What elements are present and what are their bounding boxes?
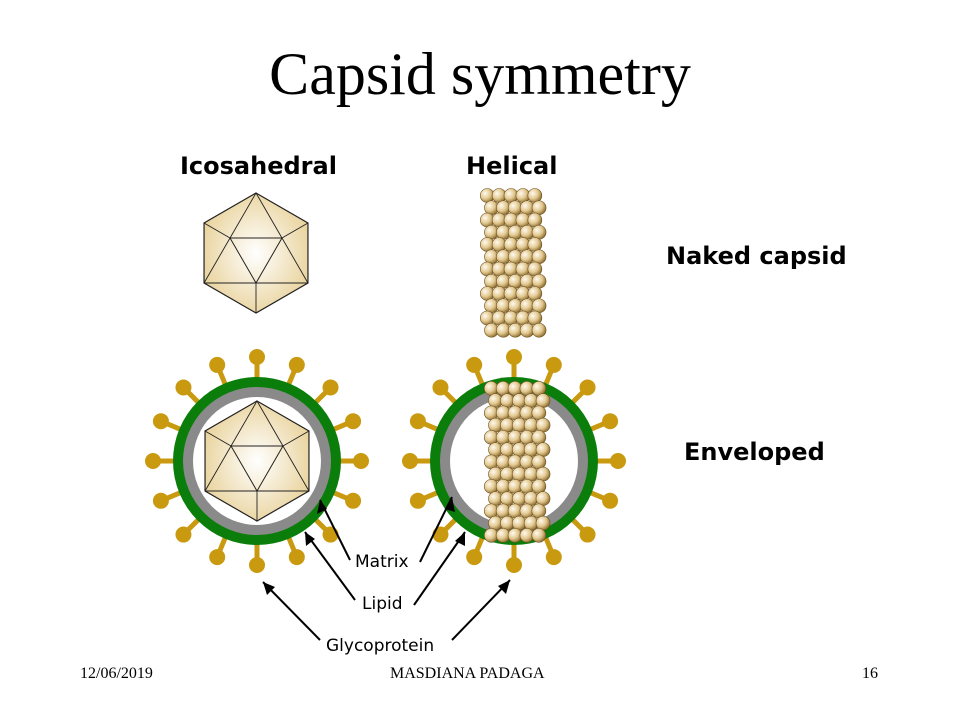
glycoprotein-head (353, 453, 369, 469)
icosahedron-edge (281, 222, 309, 239)
capsomere (531, 454, 547, 470)
icosahedron-edge (230, 400, 258, 447)
capsomere (531, 479, 547, 494)
capsomere (527, 188, 543, 203)
capsomere (531, 381, 547, 396)
naked-helical-capsid (479, 188, 547, 338)
glycoprotein-head (579, 379, 596, 396)
capsomere (535, 515, 551, 531)
capsomere (535, 417, 551, 433)
capsomere (531, 322, 547, 338)
glycoprotein-head (466, 549, 483, 566)
glycoprotein-head (579, 526, 596, 543)
glycoprotein-head (466, 356, 483, 373)
glycoprotein-head (409, 492, 426, 509)
glycoprotein-head (322, 379, 339, 396)
glycoprotein-head (288, 549, 305, 566)
icosahedron-edge (203, 222, 231, 239)
glycoprotein-head (209, 549, 226, 566)
icosahedron-edge (255, 192, 283, 239)
capsomere (527, 212, 543, 228)
enclosed-icosahedral-capsid (204, 400, 310, 522)
icosahedron-edge (203, 237, 231, 284)
callout-matrix: Matrix (355, 552, 409, 572)
slide-title: Capsid symmetry (269, 41, 691, 107)
icosahedron-edge (282, 445, 310, 492)
enclosed-helical-capsid (483, 381, 551, 543)
capsomere (531, 224, 547, 240)
column-label-icosahedral: Icosahedral (180, 152, 337, 180)
glycoprotein-head (345, 413, 362, 430)
glycoprotein-head (175, 526, 192, 543)
glycoprotein-head (602, 413, 619, 430)
capsomere (531, 430, 547, 445)
capsomere (527, 237, 543, 252)
glycoprotein-head (345, 492, 362, 509)
callout-lipid: Lipid (362, 594, 403, 614)
glycoprotein-head (545, 549, 562, 566)
glycoprotein-head (409, 413, 426, 430)
capsomere (527, 286, 543, 301)
capsomere (531, 200, 547, 216)
enveloped-helical-virus (402, 349, 626, 573)
capsomere (535, 466, 551, 482)
icosahedron-edge (256, 400, 284, 447)
capsomere (531, 298, 547, 314)
callout-glycoprotein: Glycoprotein (326, 636, 435, 656)
glycoprotein-head (432, 526, 449, 543)
icosahedron-edge (281, 237, 309, 284)
row-label-enveloped: Enveloped (684, 438, 825, 466)
capsomere (527, 261, 543, 277)
capsomere (531, 405, 547, 421)
glycoprotein-head (402, 453, 418, 469)
capsomere (531, 273, 547, 289)
icosahedron-face (229, 237, 283, 284)
icosahedron-edge (229, 192, 257, 239)
arrow-heads (263, 497, 510, 595)
glycoprotein-head (249, 349, 265, 365)
capsomere (535, 442, 551, 457)
capsomere (531, 249, 547, 265)
glycoprotein-head (288, 356, 305, 373)
glycoprotein-head (152, 492, 169, 509)
glycoprotein-head (175, 379, 192, 396)
glycoprotein-head (545, 356, 562, 373)
icosahedron-edge (282, 430, 310, 447)
glycoprotein-head (506, 349, 522, 365)
capsomere (535, 491, 551, 506)
footer-author: MASDIANA PADAGA (390, 665, 545, 682)
naked-icosahedral-capsid (203, 192, 309, 314)
icosahedron-edge (204, 430, 232, 447)
capsomere (531, 528, 547, 543)
column-label-helical: Helical (466, 152, 558, 180)
icosahedron-edge (204, 445, 232, 492)
glycoprotein-head (152, 413, 169, 430)
capsomere (535, 393, 551, 408)
glycoprotein-head (145, 453, 161, 469)
glycoprotein-head (432, 379, 449, 396)
row-label-naked-capsid: Naked capsid (666, 242, 847, 270)
icosahedron-face (230, 445, 284, 492)
capsomere (531, 503, 547, 519)
glycoprotein-head (209, 356, 226, 373)
glycoprotein-head (602, 492, 619, 509)
enveloped-icosahedral-virus (145, 349, 369, 573)
glycoprotein-head (610, 453, 626, 469)
capsomere (527, 310, 543, 326)
footer-page-number: 16 (862, 665, 878, 682)
glycoprotein-head (506, 557, 522, 573)
footer-date: 12/06/2019 (80, 665, 153, 682)
glycoprotein-head (322, 526, 339, 543)
glycoprotein-head (249, 557, 265, 573)
